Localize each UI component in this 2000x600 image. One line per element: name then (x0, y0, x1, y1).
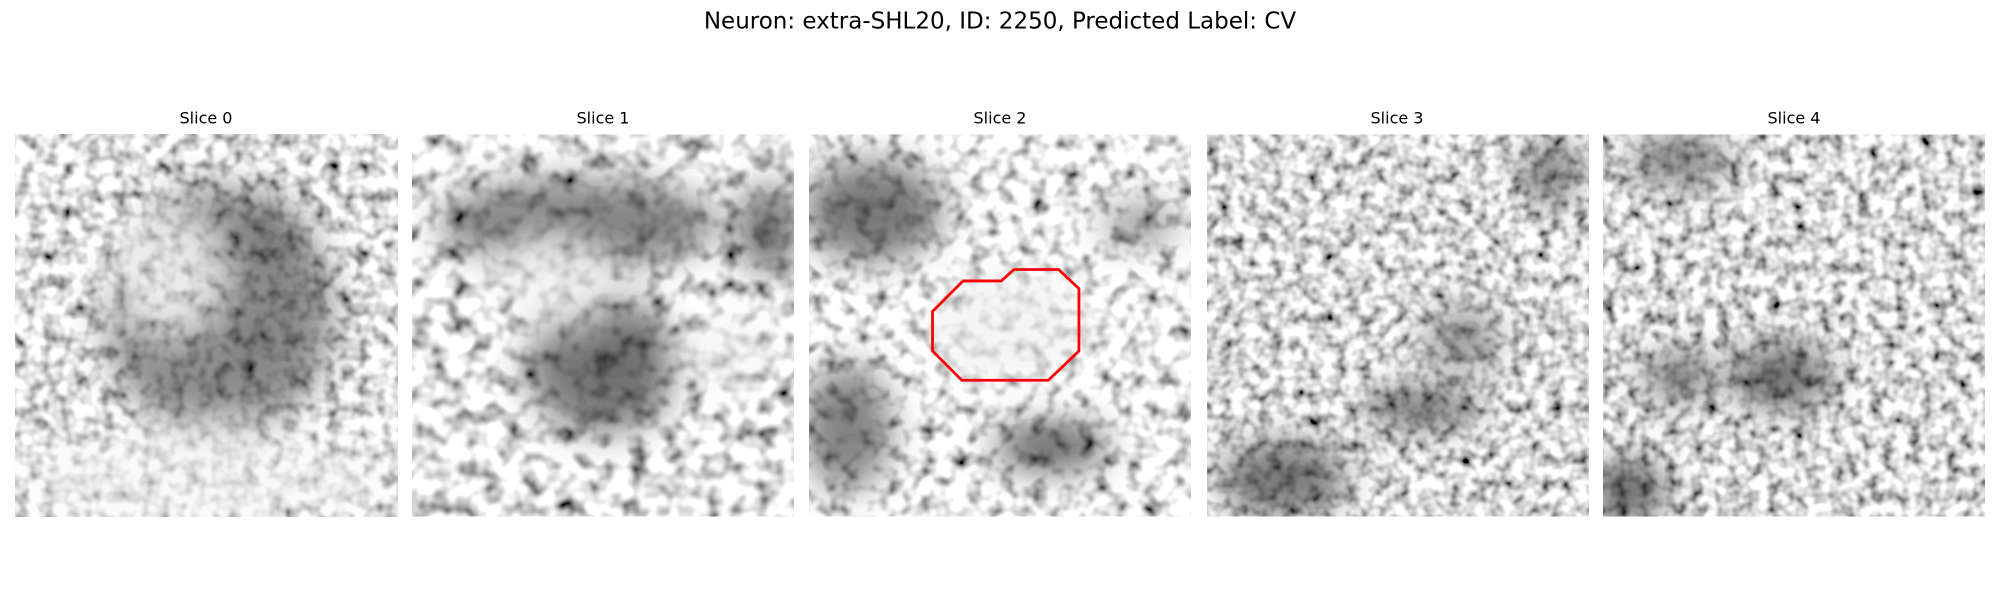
slice-image (412, 134, 794, 517)
panel-title: Slice 4 (1768, 109, 1821, 128)
figure-title: Neuron: extra-SHL20, ID: 2250, Predicted… (704, 9, 1297, 35)
slice-image (15, 134, 398, 517)
panel-title: Slice 0 (180, 109, 233, 128)
slice-image (1207, 134, 1589, 517)
slice-image (809, 134, 1191, 517)
cell-contour (931, 268, 1081, 382)
slice-image (1603, 134, 1985, 517)
panel-title: Slice 2 (974, 109, 1027, 128)
panel-title: Slice 1 (577, 109, 630, 128)
panel-title: Slice 3 (1371, 109, 1424, 128)
